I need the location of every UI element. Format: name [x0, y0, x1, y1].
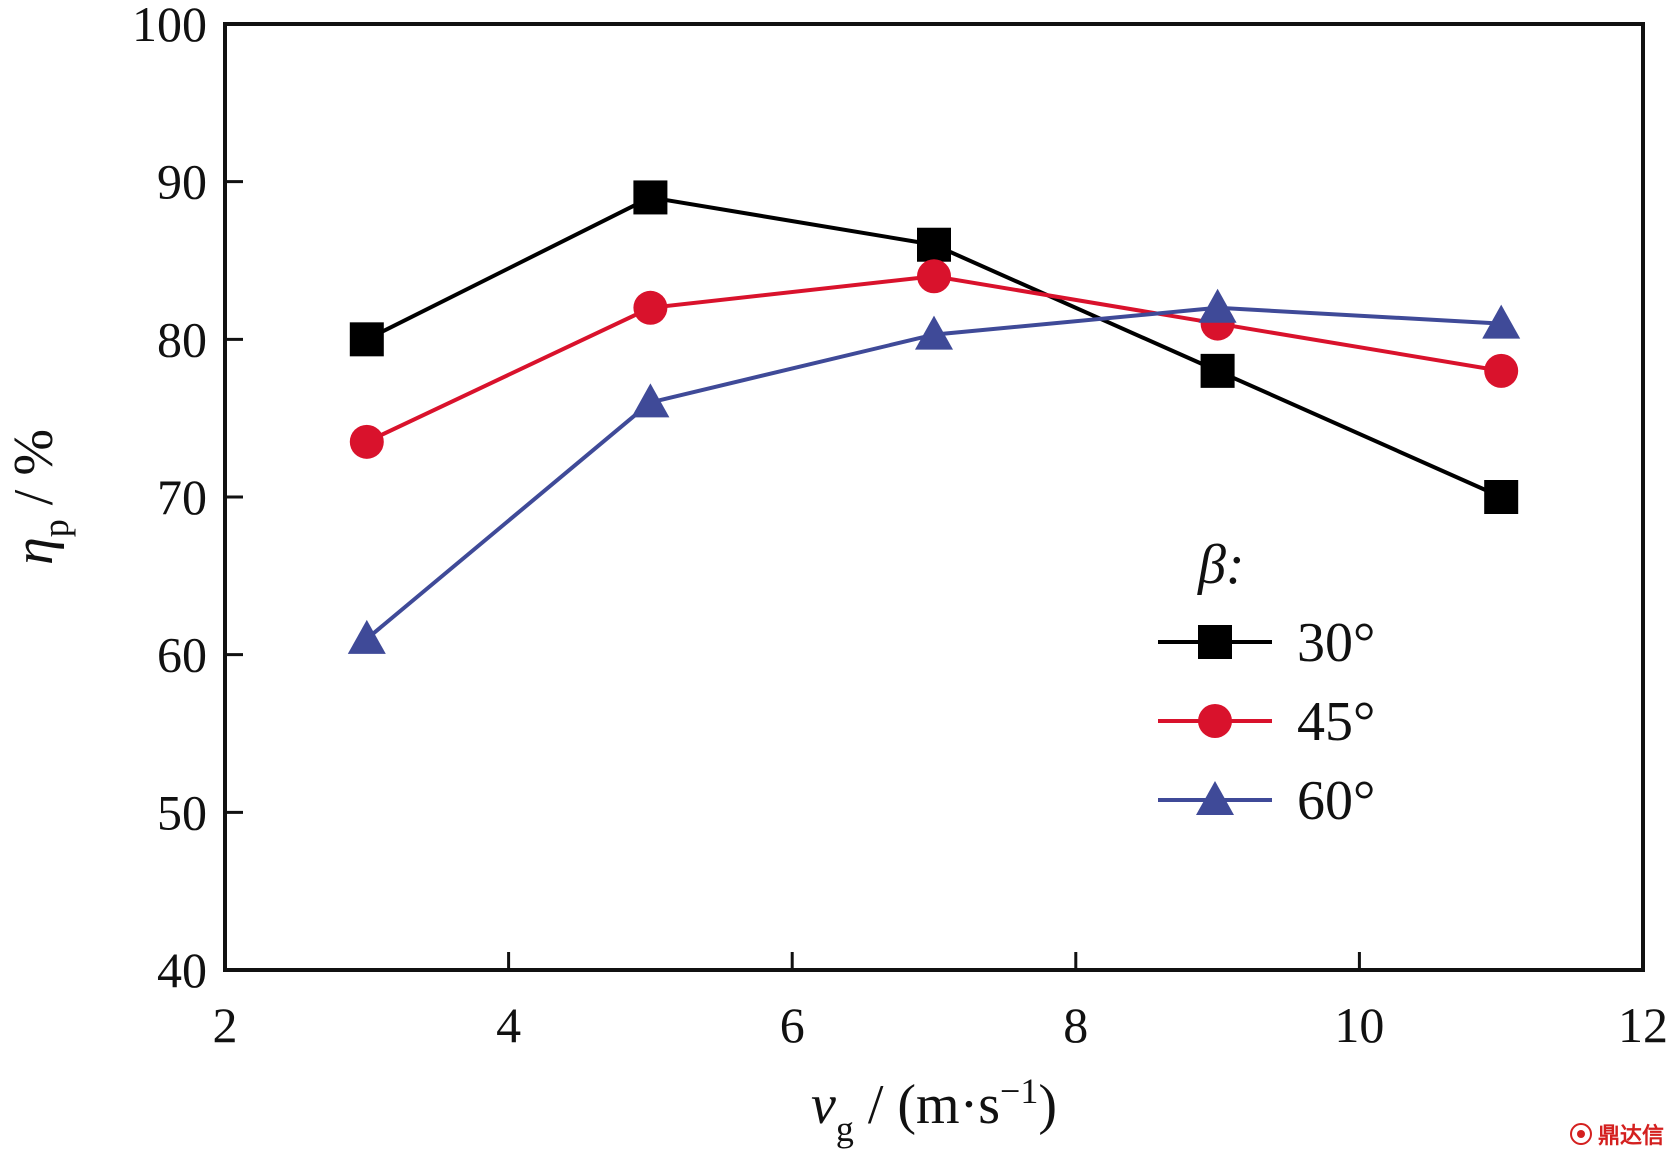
data-point-triangle	[347, 619, 386, 654]
data-point-triangle	[1482, 304, 1521, 339]
y-tick-label: 80	[157, 311, 207, 367]
legend-title: β:	[1197, 534, 1245, 596]
series-line-2	[365, 274, 1502, 444]
y-axis-ticks: 40 50 60 70 80 90 100	[132, 0, 243, 998]
legend-label: 45°	[1297, 691, 1375, 753]
y-tick-label: 50	[157, 784, 207, 840]
data-point-triangle	[631, 383, 670, 418]
data-point-square	[1484, 480, 1519, 514]
data-point-square	[349, 322, 384, 357]
y-tick-label: 100	[132, 0, 207, 52]
x-tick-label: 6	[780, 997, 805, 1053]
x-tick-label: 4	[496, 997, 521, 1053]
legend-label: 30°	[1297, 612, 1375, 674]
x-axis-subscript: g	[836, 1109, 854, 1149]
y-axis-unit: / %	[3, 429, 65, 519]
x-tick-label: 10	[1334, 997, 1384, 1053]
x-axis-exponent: −1	[1000, 1071, 1038, 1111]
plot-frame	[223, 22, 1645, 972]
y-axis-subscript: p	[36, 519, 76, 537]
x-axis-ticks: 2 4 6 8 10 12	[213, 952, 1668, 1053]
data-point-square	[633, 180, 668, 215]
data-point-circle	[349, 424, 384, 459]
watermark: 鼎达信	[1569, 1118, 1664, 1150]
x-axis-close: )	[1038, 1074, 1057, 1136]
y-axis-symbol: η	[3, 537, 65, 565]
legend-marker-square	[1198, 625, 1232, 659]
data-point-circle	[1484, 353, 1519, 388]
legend-label: 60°	[1297, 770, 1375, 832]
legend-marker-triangle	[1196, 781, 1234, 815]
logo-icon	[1569, 1123, 1592, 1145]
series-markers	[347, 180, 1521, 654]
legend: β: 30° 45° 60°	[1158, 534, 1375, 832]
x-axis-unit: / (m·s	[854, 1074, 1000, 1136]
data-point-triangle	[915, 315, 953, 350]
y-tick-label: 60	[157, 627, 207, 683]
data-point-triangle	[1198, 288, 1237, 323]
x-tick-label: 8	[1063, 997, 1088, 1053]
x-tick-label: 12	[1618, 997, 1668, 1053]
x-tick-label: 2	[213, 997, 238, 1053]
y-tick-label: 40	[157, 942, 207, 998]
y-tick-label: 70	[157, 469, 207, 525]
data-point-circle	[633, 290, 668, 325]
watermark-text: 鼎达信	[1597, 1124, 1664, 1149]
series-line-3	[365, 305, 1502, 641]
data-point-square	[1200, 353, 1235, 388]
data-point-circle	[917, 259, 951, 294]
y-axis-title: ηp / %	[3, 429, 76, 565]
x-axis-symbol: v	[811, 1074, 836, 1136]
legend-marker-circle	[1198, 704, 1232, 738]
y-tick-label: 90	[157, 154, 207, 210]
x-axis-title: vg / (m·s−1)	[811, 1071, 1057, 1149]
data-point-square	[917, 227, 951, 262]
